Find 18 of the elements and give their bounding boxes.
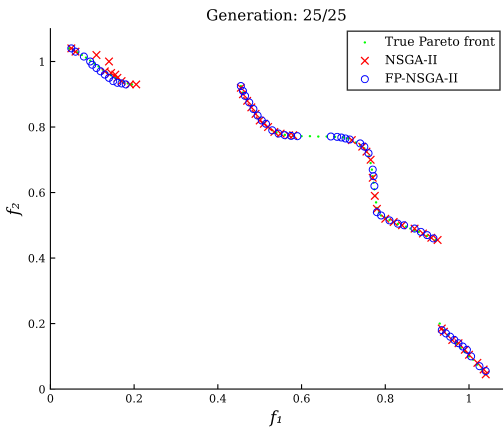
x-tick-label: 0	[48, 394, 54, 403]
x-tick-label: 0.8	[377, 394, 394, 403]
x-tick-label: 1	[466, 394, 471, 402]
chart-title: Generation: 25/25	[206, 9, 346, 22]
legend-label: NSGA-II	[385, 54, 437, 64]
legend-label: FP-NSGA-II	[386, 73, 458, 83]
y-tick-label: 0.2	[28, 320, 44, 328]
y-tick-label: 0.4	[28, 254, 45, 262]
y-tick-label: 0	[39, 385, 45, 394]
x-tick-label: 0.2	[126, 394, 142, 403]
x-tick-label: 0.6	[293, 394, 310, 403]
y-tick-label: 1	[40, 57, 44, 66]
y-tick-label: 0.6	[28, 188, 45, 197]
x-tick-label: 0.4	[210, 394, 226, 403]
legend-label: True Pareto front	[384, 36, 495, 46]
y-tick-label: 0.8	[28, 123, 45, 132]
x-axis-title: f₁	[268, 410, 282, 426]
y-axis-title: f₂	[6, 203, 22, 216]
